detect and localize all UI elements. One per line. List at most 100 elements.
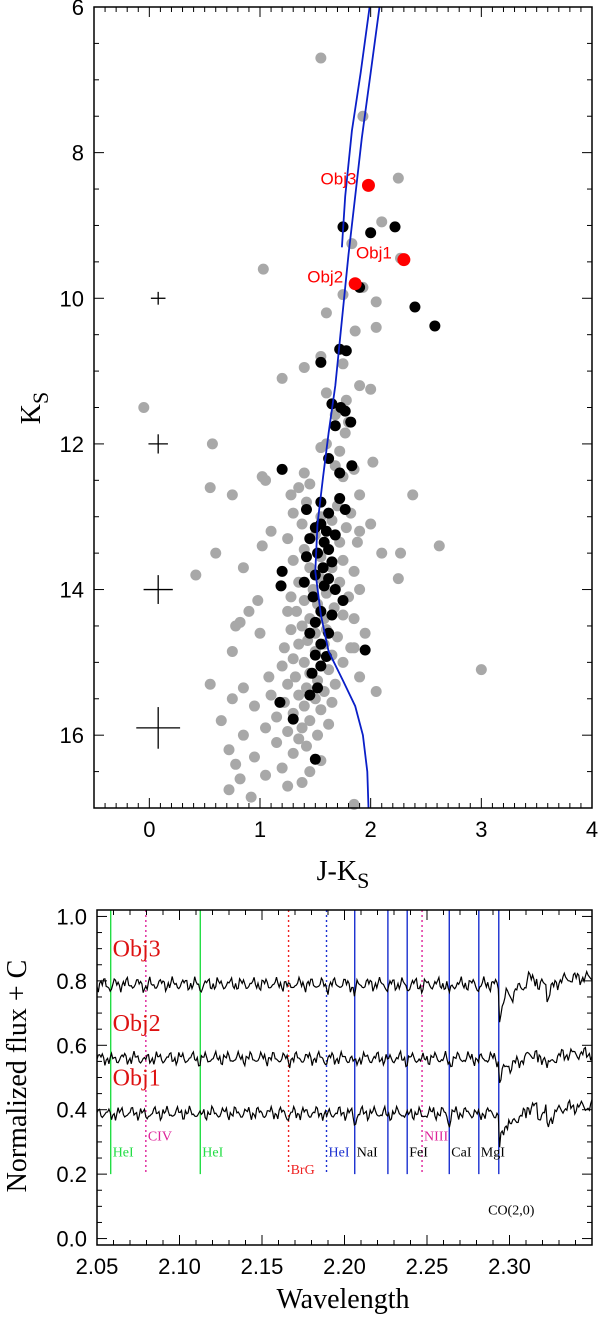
member-star-point [359, 644, 371, 656]
spectra-y-title: Normalized flux + C [2, 960, 33, 1193]
target-object-point [397, 253, 411, 267]
field-star-point [348, 642, 360, 654]
member-star-point [323, 507, 335, 519]
field-star-point [339, 427, 351, 439]
member-star-point [337, 594, 349, 606]
member-star-point [339, 503, 351, 515]
spectra-y-tick-label: 1.0 [56, 904, 87, 929]
spectrum-line [96, 1098, 593, 1148]
spectrum-label: Obj2 [113, 1011, 161, 1037]
member-star-point [300, 551, 312, 563]
member-star-point [275, 580, 287, 592]
field-star-point [370, 685, 382, 697]
spectral-line-label: NaI [357, 1145, 378, 1160]
member-star-point [309, 616, 321, 628]
member-star-point [429, 320, 441, 332]
field-star-point [293, 689, 305, 701]
field-star-point [293, 733, 305, 745]
field-star-point [348, 565, 360, 577]
field-star-point [226, 489, 238, 501]
field-star-point [376, 547, 388, 559]
member-star-point [345, 416, 357, 428]
field-star-point [289, 671, 301, 683]
field-star-point [359, 627, 371, 639]
field-star-point [304, 715, 316, 727]
field-star-point [300, 740, 312, 752]
spectra-x-tick-label: 2.25 [406, 1254, 449, 1279]
field-star-point [320, 307, 332, 319]
member-star-point [326, 556, 338, 568]
spectra-x-tick-label: 2.10 [158, 1254, 201, 1279]
cmd-x-tick-label: 0 [143, 817, 155, 842]
member-star-point [329, 529, 341, 541]
field-star-point [243, 605, 255, 617]
field-star-point [271, 736, 283, 748]
cmd-x-tick-label: 1 [254, 817, 266, 842]
cmd-y-tick-label: 14 [60, 578, 84, 603]
field-star-point [354, 584, 366, 596]
field-star-point [257, 263, 269, 275]
field-star-point [392, 573, 404, 585]
field-star-point [320, 387, 332, 399]
member-star-point [320, 525, 332, 537]
member-star-point [409, 301, 421, 313]
field-star-point [367, 456, 379, 468]
field-star-point [282, 678, 294, 690]
field-star-point [206, 438, 218, 450]
field-star-point [291, 605, 303, 617]
spectral-line-label: MgI [481, 1145, 505, 1160]
member-star-point [339, 405, 351, 417]
member-star-point [309, 753, 321, 765]
field-star-point [285, 591, 297, 603]
member-star-point [389, 221, 401, 233]
member-star-point [300, 503, 312, 515]
field-star-point [337, 656, 349, 668]
member-star-point [365, 227, 377, 239]
field-star-point [354, 489, 366, 501]
field-star-point [348, 613, 360, 625]
field-star-point [312, 729, 324, 741]
spectra-y-tick-label: 0.4 [56, 1098, 87, 1123]
spectra-x-tick-label: 2.05 [76, 1254, 119, 1279]
field-star-point [351, 536, 363, 548]
spectral-line-label: CaI [451, 1145, 472, 1160]
member-star-point [304, 689, 316, 701]
field-star-point [287, 507, 299, 519]
field-star-point [248, 751, 260, 763]
isochrone-branch-line [341, 6, 371, 248]
field-star-point [260, 769, 272, 781]
field-star-point [296, 777, 308, 789]
spectral-line-label: HeI [329, 1145, 350, 1160]
spectra-x-tick-label: 2.30 [488, 1254, 531, 1279]
field-star-point [190, 569, 202, 581]
spectra-y-tick-label: 0.0 [56, 1227, 87, 1252]
spectra-ticks: 2.05 2.10 2.15 2.20 2.25 2.30 0.0 0.2 0.4 0.6 0.8 1… [56, 904, 593, 1279]
cmd-x-tick-label: 2 [365, 817, 377, 842]
field-star-point [282, 605, 294, 617]
spectrum-label: Obj3 [113, 937, 161, 963]
field-star-point [215, 715, 227, 727]
field-star-point [223, 744, 235, 756]
field-star-point [395, 547, 407, 559]
field-star-point [315, 442, 327, 454]
field-star-point [357, 110, 369, 122]
member-star-point [309, 522, 321, 534]
field-star-point [326, 696, 338, 708]
field-star-point [370, 296, 382, 308]
field-star-point [287, 653, 299, 665]
member-star-point [309, 649, 321, 661]
field-star-point [287, 554, 299, 566]
member-star-point [329, 420, 341, 432]
field-star-point [204, 482, 216, 494]
member-star-point [312, 547, 324, 559]
member-star-point [334, 493, 346, 505]
member-star-point [304, 627, 316, 639]
target-object-label: Obj1 [356, 244, 392, 263]
spectra-x-tick-label: 2.15 [241, 1254, 284, 1279]
field-star-point [237, 562, 249, 574]
spectral-line-label: HeI [202, 1145, 223, 1160]
field-star-point [296, 620, 308, 632]
field-star-point [252, 594, 264, 606]
cmd-y-title: KS [16, 392, 53, 424]
